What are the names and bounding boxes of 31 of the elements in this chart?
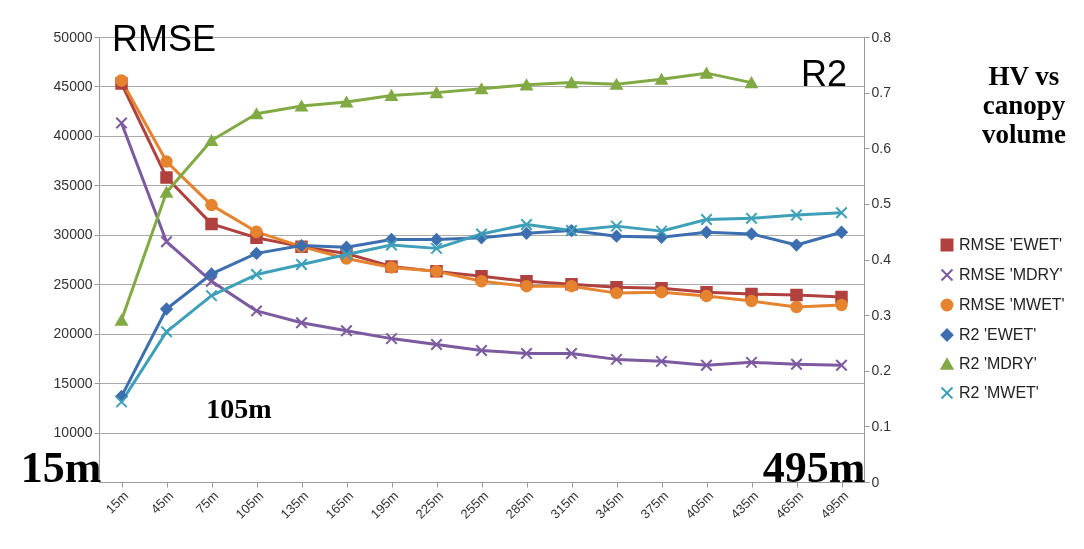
text: HV vs canopy volume [982, 61, 1067, 149]
y-tick-label: 35000 [53, 176, 93, 193]
y-tick-label: 50000 [53, 28, 93, 45]
x-tick-label: 15m [102, 488, 132, 517]
y2-tick-label: 0.2 [871, 362, 892, 379]
y-axis-title: RMSE [111, 18, 217, 59]
annotation: 105m [206, 393, 272, 424]
y2-tick-label: 0.5 [871, 195, 892, 212]
y-tick-label: 45000 [53, 77, 93, 94]
legend-label: R2 'MWET' [959, 384, 1039, 401]
legend-label: RMSE 'MWET' [959, 296, 1065, 313]
x-tick-label: 75m [192, 488, 222, 517]
y2-tick-label: 0 [871, 473, 880, 490]
y-tick-label: 30000 [53, 226, 93, 243]
y2-tick-label: 0.1 [871, 417, 892, 434]
y-tick-label: 15000 [53, 374, 93, 391]
y2-tick-label: 0.7 [871, 84, 892, 101]
y-tick-label: 40000 [53, 127, 93, 144]
legend-label: RMSE 'MDRY' [959, 266, 1063, 283]
x-tick-label: 45m [147, 488, 177, 517]
y2-tick-label: 0.6 [871, 139, 892, 156]
y-tick-label: 10000 [53, 424, 93, 441]
y-tick-label: 25000 [53, 275, 93, 292]
legend-label: RMSE 'EWET' [959, 236, 1062, 253]
y2-tick-label: 0.4 [871, 251, 892, 267]
legend-label: R2 'EWET' [959, 326, 1037, 343]
y2-tick-label: 0.8 [871, 28, 892, 45]
y-tick-label: 20000 [53, 325, 93, 342]
y2-axis-title: R2 [800, 53, 848, 94]
y2-tick-label: 0.3 [871, 306, 892, 323]
legend-label: R2 'MDRY' [959, 355, 1037, 372]
